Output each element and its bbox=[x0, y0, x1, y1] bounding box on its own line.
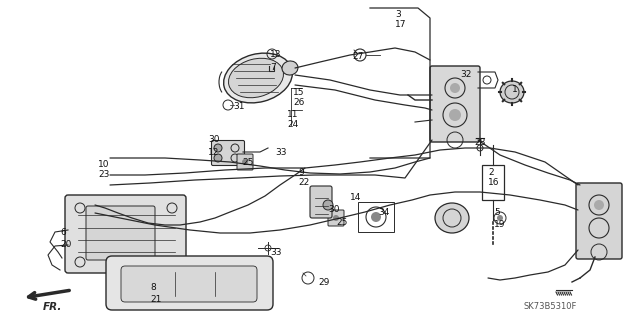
FancyBboxPatch shape bbox=[576, 183, 622, 259]
FancyBboxPatch shape bbox=[106, 256, 273, 310]
Text: 7: 7 bbox=[270, 63, 276, 72]
Text: 30: 30 bbox=[208, 135, 220, 144]
Ellipse shape bbox=[435, 203, 469, 233]
FancyBboxPatch shape bbox=[310, 186, 332, 218]
Text: 6: 6 bbox=[60, 228, 66, 237]
Text: 5: 5 bbox=[494, 208, 500, 217]
FancyBboxPatch shape bbox=[430, 66, 480, 142]
Text: SK73B5310F: SK73B5310F bbox=[524, 302, 577, 311]
Text: 10: 10 bbox=[98, 160, 109, 169]
Circle shape bbox=[449, 109, 461, 121]
Circle shape bbox=[323, 200, 333, 210]
Circle shape bbox=[214, 144, 222, 152]
Text: 1: 1 bbox=[512, 85, 518, 94]
Ellipse shape bbox=[223, 53, 292, 103]
Text: 11: 11 bbox=[287, 110, 298, 119]
Text: 8: 8 bbox=[150, 283, 156, 292]
FancyBboxPatch shape bbox=[211, 140, 244, 166]
Text: 16: 16 bbox=[488, 178, 499, 187]
Text: 21: 21 bbox=[150, 295, 161, 304]
Text: 15: 15 bbox=[293, 88, 305, 97]
Circle shape bbox=[450, 83, 460, 93]
Text: 3: 3 bbox=[395, 10, 401, 19]
Text: 31: 31 bbox=[233, 102, 244, 111]
Circle shape bbox=[497, 215, 503, 221]
Text: 33: 33 bbox=[275, 148, 287, 157]
Text: 13: 13 bbox=[270, 50, 282, 59]
Text: 26: 26 bbox=[293, 98, 305, 107]
Ellipse shape bbox=[228, 58, 284, 98]
Text: 27: 27 bbox=[352, 52, 364, 61]
Text: 22: 22 bbox=[298, 178, 309, 187]
Circle shape bbox=[242, 159, 248, 165]
Text: 2: 2 bbox=[488, 168, 493, 177]
FancyBboxPatch shape bbox=[328, 210, 344, 226]
Circle shape bbox=[333, 215, 339, 221]
Circle shape bbox=[214, 154, 222, 162]
Text: FR.: FR. bbox=[42, 302, 61, 312]
Text: 28: 28 bbox=[474, 138, 485, 147]
Text: 33: 33 bbox=[270, 248, 282, 257]
Text: 19: 19 bbox=[494, 220, 506, 229]
Text: 23: 23 bbox=[98, 170, 109, 179]
Text: 9: 9 bbox=[298, 168, 304, 177]
Text: 30: 30 bbox=[328, 205, 339, 214]
Bar bbox=[482, 165, 504, 200]
FancyBboxPatch shape bbox=[237, 154, 253, 170]
Text: 29: 29 bbox=[318, 278, 330, 287]
Text: 14: 14 bbox=[350, 193, 362, 202]
Circle shape bbox=[594, 200, 604, 210]
FancyBboxPatch shape bbox=[86, 206, 155, 260]
Text: 32: 32 bbox=[460, 70, 472, 79]
Text: 34: 34 bbox=[378, 208, 389, 217]
FancyBboxPatch shape bbox=[65, 195, 186, 273]
Ellipse shape bbox=[282, 61, 298, 75]
Text: 20: 20 bbox=[60, 240, 72, 249]
FancyBboxPatch shape bbox=[121, 266, 257, 302]
Ellipse shape bbox=[500, 81, 524, 103]
Text: 17: 17 bbox=[395, 20, 406, 29]
Text: 25: 25 bbox=[336, 218, 348, 227]
Text: 12: 12 bbox=[208, 148, 220, 157]
Circle shape bbox=[371, 212, 381, 222]
Bar bbox=[358, 202, 394, 232]
Text: 24: 24 bbox=[287, 120, 298, 129]
Text: 25: 25 bbox=[242, 158, 253, 167]
